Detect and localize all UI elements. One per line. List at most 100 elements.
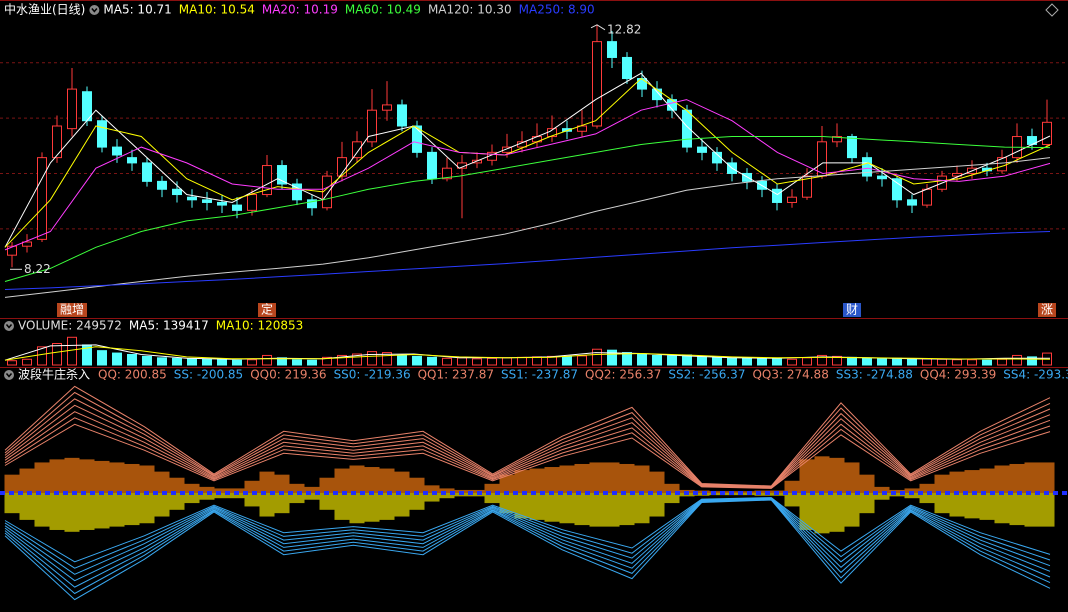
volume-bar (112, 352, 122, 366)
band-line (4, 391, 1051, 487)
up-bar (379, 468, 395, 493)
menu-icon[interactable] (89, 5, 100, 15)
down-bar (709, 493, 725, 496)
up-bar (784, 480, 800, 493)
candle-body (427, 151, 437, 180)
candle-body (382, 104, 392, 111)
down-bar (784, 493, 800, 507)
candle-body (412, 125, 422, 153)
volume-bar (802, 357, 812, 366)
event-tag[interactable]: 融增 (60, 303, 84, 317)
down-bar (394, 493, 410, 517)
volume-bar (652, 354, 662, 366)
candle-body (172, 188, 182, 196)
candle-body (802, 175, 812, 198)
candle-body (712, 151, 722, 164)
volume-bar (187, 358, 197, 366)
up-bar (274, 474, 290, 493)
up-bar (904, 488, 920, 493)
down-bar (529, 493, 545, 520)
up-bar (829, 457, 845, 493)
up-bar (1039, 462, 1055, 493)
down-bar (229, 493, 245, 499)
min-price-label: 8.22 (24, 262, 51, 276)
up-bar (94, 460, 110, 493)
down-bar (154, 493, 170, 517)
legend-entry: MA60: 10.49 (345, 3, 421, 17)
ma-line (4, 136, 1051, 282)
menu-icon[interactable] (4, 370, 14, 380)
volume-bar (607, 349, 617, 366)
event-tag[interactable]: 涨 (1041, 302, 1053, 317)
band-line (4, 497, 1051, 563)
volume-bar (502, 357, 512, 366)
volume-bar (292, 359, 302, 366)
candle-body (37, 157, 47, 240)
up-bar (64, 457, 80, 493)
down-bar (274, 493, 290, 514)
candle-body (922, 188, 932, 206)
up-bar (649, 471, 665, 493)
down-bar (124, 493, 140, 526)
volume-bar (907, 358, 917, 366)
legend-entry: MA10: 10.54 (179, 3, 255, 17)
volume-bar (142, 355, 152, 366)
legend-entry: SS4: -293.39 (1003, 368, 1068, 382)
up-bar (34, 462, 50, 493)
corner-icon[interactable] (1045, 3, 1059, 17)
volume-bar (322, 356, 332, 366)
volume-bar (772, 357, 782, 366)
volume-bar (307, 359, 317, 366)
down-bar (904, 493, 920, 499)
up-bar (424, 485, 440, 493)
candle-body (292, 183, 302, 201)
candle-body (22, 241, 32, 247)
volume-bar (382, 352, 392, 366)
candle-body (787, 196, 797, 203)
down-bar (199, 493, 215, 500)
candle-body (682, 109, 692, 148)
candle-body (442, 167, 452, 180)
up-bar (559, 465, 575, 493)
volume-bar (787, 358, 797, 366)
up-bar (499, 474, 515, 493)
legend-entry: QQ2: 256.37 (585, 368, 661, 382)
down-bar (184, 493, 200, 504)
event-tag[interactable]: 定 (261, 302, 273, 317)
candle-body (502, 146, 512, 153)
down-bar (289, 493, 305, 504)
up-bar (154, 471, 170, 493)
legend-entry: MA20: 10.19 (262, 3, 338, 17)
band-line (4, 498, 1051, 582)
candle-body (847, 136, 857, 159)
band-line (4, 411, 1051, 489)
candle-body (52, 125, 62, 159)
volume-bar (427, 356, 437, 366)
down-bar (889, 493, 905, 497)
volume-bar (952, 359, 962, 366)
up-bar (874, 486, 890, 493)
event-tag-box (842, 303, 862, 317)
up-bar (334, 468, 350, 493)
up-bar (289, 483, 305, 493)
event-tag[interactable]: 财 (846, 303, 858, 317)
candle-body (262, 165, 272, 196)
up-bar (124, 463, 140, 493)
ma-line (4, 72, 1051, 248)
up-bar (109, 462, 125, 493)
down-bar (589, 493, 605, 527)
down-bar (874, 493, 890, 500)
up-bar (394, 471, 410, 493)
volume-bar (562, 356, 572, 366)
down-bar (1039, 493, 1055, 527)
volume-bar (892, 357, 902, 366)
down-bar (664, 493, 680, 504)
legend-entry: SS3: -274.88 (836, 368, 913, 382)
menu-icon[interactable] (4, 321, 14, 331)
up-bar (754, 490, 770, 493)
down-bar (994, 493, 1010, 524)
volume-bar (877, 358, 887, 366)
volume-bar (667, 355, 677, 366)
down-bar (94, 493, 110, 529)
candle-body (367, 109, 377, 143)
